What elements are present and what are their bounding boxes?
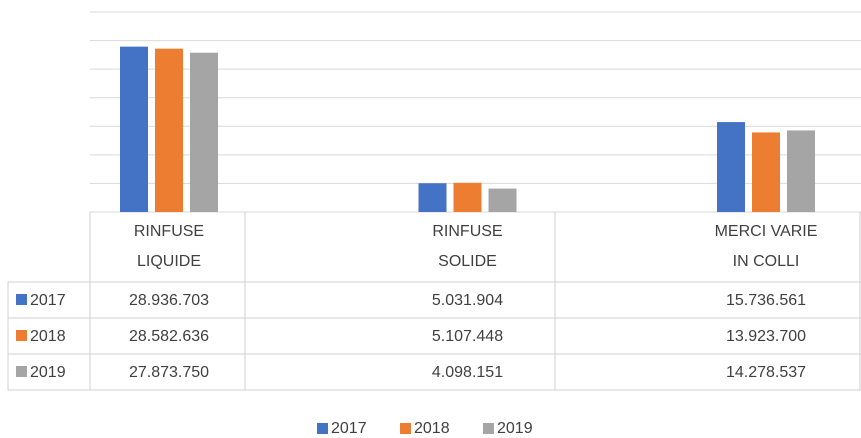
- legend-key: [483, 423, 494, 434]
- table-value: 27.873.750: [129, 364, 209, 381]
- bar: [155, 48, 183, 212]
- category-label: RINFUSE SOLIDE: [432, 223, 502, 270]
- bar: [120, 46, 148, 212]
- table-series-name: 2019: [30, 364, 66, 381]
- table-series-name: 2017: [30, 292, 66, 309]
- legend-key: [317, 423, 328, 434]
- legend-key: [400, 423, 411, 434]
- table-value: 28.936.703: [129, 292, 209, 309]
- bar: [453, 182, 482, 212]
- table-value: 15.736.561: [726, 292, 806, 309]
- bar: [190, 52, 218, 212]
- category-label: MERCI VARIE IN COLLI: [715, 223, 818, 270]
- category-label: RINFUSE LIQUIDE: [134, 223, 204, 270]
- table-value: 5.031.904: [432, 292, 503, 309]
- legend-label: 2017: [331, 420, 367, 437]
- table-legend-key: [16, 294, 27, 305]
- bar: [787, 130, 815, 212]
- legend-label: 2019: [497, 420, 533, 437]
- bar: [418, 183, 447, 212]
- table-value: 28.582.636: [129, 328, 209, 345]
- bar: [717, 122, 745, 212]
- table-value: 14.278.537: [726, 364, 806, 381]
- legend-label: 2018: [414, 420, 450, 437]
- bar: [488, 188, 517, 212]
- table-legend-key: [16, 330, 27, 341]
- table-series-name: 2018: [30, 328, 66, 345]
- table-value: 5.107.448: [432, 328, 503, 345]
- table-legend-key: [16, 366, 27, 377]
- table-value: 13.923.700: [726, 328, 806, 345]
- bar: [752, 132, 780, 212]
- table-value: 4.098.151: [432, 364, 503, 381]
